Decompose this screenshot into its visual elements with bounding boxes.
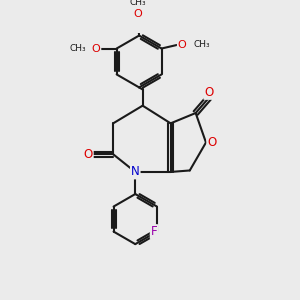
Text: F: F <box>151 225 157 238</box>
Text: CH₃: CH₃ <box>193 40 210 50</box>
Text: O: O <box>83 148 93 161</box>
Text: O: O <box>133 9 142 19</box>
Text: O: O <box>204 86 214 99</box>
Text: O: O <box>207 136 217 149</box>
Text: CH₃: CH₃ <box>129 0 146 7</box>
Text: O: O <box>92 44 100 53</box>
Text: CH₃: CH₃ <box>69 44 86 53</box>
Text: O: O <box>178 40 187 50</box>
Text: N: N <box>131 165 140 178</box>
